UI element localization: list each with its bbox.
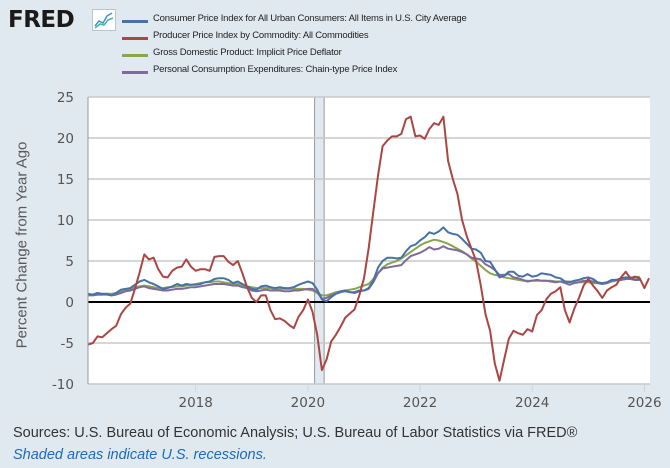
line-chart: 25 20 15 10 5 0 -5 -10 2018 2020 2022 2024 2026 (52, 90, 662, 411)
legend-item-cpi[interactable]: Consumer Price Index for All Urban Consu… (122, 10, 467, 27)
y-tick-label: 0 (65, 295, 74, 311)
series-line-cpi (88, 226, 640, 303)
sources-text: Sources: U.S. Bureau of Economic Analysi… (13, 425, 578, 441)
recession-note: Shaded areas indicate U.S. recessions. (13, 447, 267, 463)
x-tick-label: 2026 (627, 395, 661, 411)
y-tick-label: 15 (57, 172, 74, 188)
y-tick-label: 20 (57, 131, 74, 147)
legend-label: Personal Consumption Expenditures: Chain… (153, 64, 398, 75)
legend-swatch (122, 54, 148, 57)
y-tick-label: -5 (61, 336, 74, 352)
y-tick-label: -10 (52, 377, 74, 393)
fred-logo: FRED (8, 7, 75, 33)
x-tick-label: 2018 (179, 395, 213, 411)
legend-label: Consumer Price Index for All Urban Consu… (153, 13, 467, 24)
legend-swatch (122, 71, 148, 74)
x-tick-label: 2024 (515, 395, 549, 411)
legend-label: Producer Price Index by Commodity: All C… (153, 30, 369, 41)
y-tick-label: 25 (57, 90, 74, 106)
legend-item-gdp-deflator[interactable]: Gross Domestic Product: Implicit Price D… (122, 44, 467, 61)
legend-swatch (122, 20, 148, 23)
legend-item-ppi[interactable]: Producer Price Index by Commodity: All C… (122, 27, 467, 44)
line-chart-icon (92, 9, 116, 31)
legend-item-pce[interactable]: Personal Consumption Expenditures: Chain… (122, 61, 467, 78)
x-tick-label: 2020 (291, 395, 325, 411)
series-line-ppi (87, 115, 650, 382)
x-tick-label: 2022 (403, 395, 437, 411)
recession-band (314, 96, 325, 385)
legend-swatch (122, 37, 148, 40)
y-tick-label: 5 (65, 254, 74, 270)
y-tick-label: 10 (57, 213, 74, 229)
legend: Consumer Price Index for All Urban Consu… (122, 10, 467, 78)
legend-label: Gross Domestic Product: Implicit Price D… (153, 47, 342, 58)
